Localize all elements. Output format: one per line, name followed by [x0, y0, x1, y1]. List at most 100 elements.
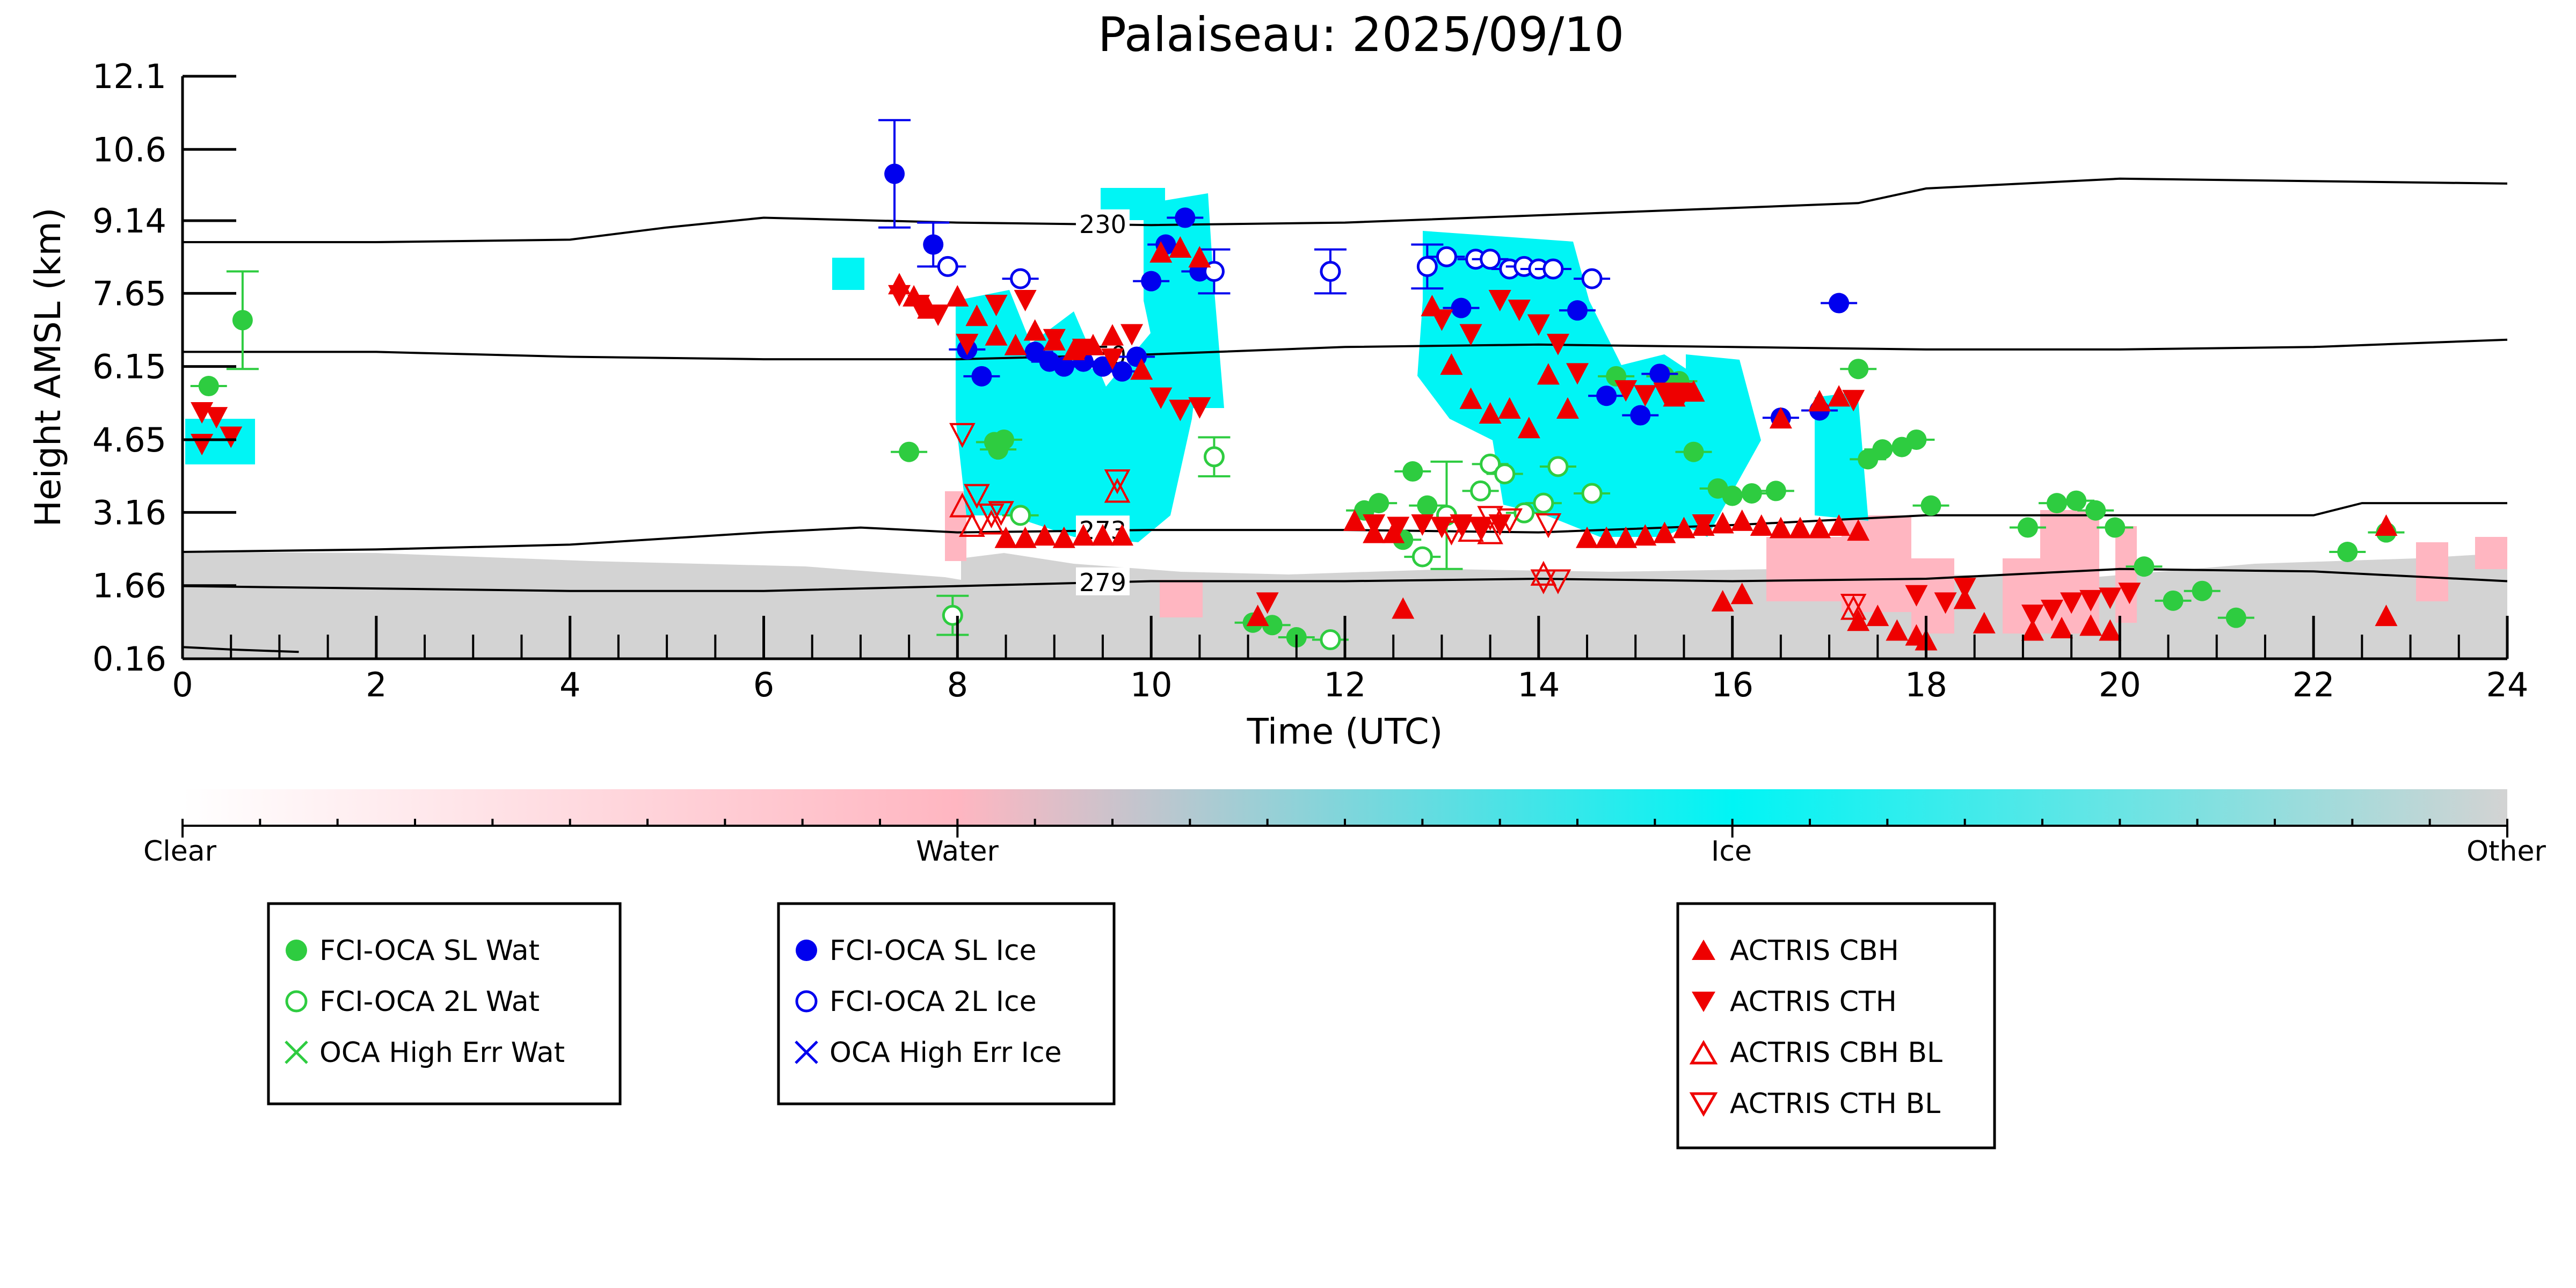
marker-actris-cth [1634, 385, 1657, 407]
legend-label: FCI-OCA 2L Wat [319, 986, 540, 1018]
marker-actris-cth [1169, 399, 1192, 421]
marker-fci-oca-sl-ice [1567, 300, 1588, 321]
marker-actris-cbh [1866, 605, 1889, 627]
chart-title: Palaiseau: 2025/09/10 [1098, 7, 1624, 62]
marker-actris-cbh [1091, 524, 1114, 546]
marker-actris-cth [2041, 600, 2064, 622]
marker-actris-cbh [1769, 516, 1792, 539]
marker-actris-cth [927, 304, 950, 326]
marker-actris-cth [205, 407, 228, 429]
marker-actris-cbh [1537, 363, 1560, 385]
marker-fci-oca-sl-wat [2047, 493, 2068, 514]
legend-marker-cth [1692, 992, 1715, 1012]
marker-fci-oca-sl-ice [1649, 363, 1670, 384]
marker-actris-cth-bl [1477, 506, 1503, 531]
marker-fci-oca-sl-wat [1402, 461, 1423, 482]
marker-fci-oca-sl-wat [2105, 517, 2126, 538]
legend-marker-high-err-wat [285, 1040, 308, 1064]
marker-fci-oca-2l-wat [1533, 492, 1554, 514]
marker-fci-oca-sl-ice [1112, 361, 1133, 382]
marker-actris-cbh [1847, 609, 1870, 631]
marker-actris-cbh-bl [1458, 516, 1484, 542]
marker-actris-cbh [1808, 516, 1831, 539]
y-ticks: 0.16 1.66 3.16 4.65 6.15 7.65 9.14 10.6 12.1 [92, 57, 236, 679]
contour-label: 279 [1079, 568, 1126, 597]
marker-fci-oca-2l-ice [1416, 256, 1438, 277]
colorbar-label-water: Water [916, 835, 999, 868]
marker-actris-cbh [946, 285, 969, 307]
marker-actris-cbh [1479, 402, 1502, 424]
marker-actris-cth [1256, 592, 1279, 614]
marker-actris-cbh [1246, 605, 1269, 627]
colorbar-label-clear: Clear [143, 835, 217, 868]
marker-actris-cbh [1130, 358, 1153, 380]
marker-actris-cbh [1595, 526, 1618, 548]
marker-actris-cbh-bl [949, 492, 976, 518]
marker-actris-cbh [994, 526, 1017, 548]
data-markers [190, 119, 2405, 651]
marker-actris-cth-bl [1104, 469, 1131, 494]
marker-fci-oca-2l-ice [1542, 258, 1564, 280]
marker-actris-cbh [1730, 509, 1753, 531]
legend-label: ACTRIS CTH BL [1730, 1088, 1940, 1120]
x-tick-label: 4 [559, 665, 580, 704]
marker-actris-cth [1692, 514, 1715, 536]
marker-actris-cth [2079, 590, 2102, 612]
marker-actris-cbh [1672, 516, 1695, 539]
legend-label: OCA High Err Wat [319, 1037, 565, 1069]
marker-fci-oca-2l-ice [1010, 268, 1031, 289]
marker-fci-oca-sl-wat [2225, 607, 2246, 628]
marker-actris-cbh-bl [1840, 595, 1867, 620]
marker-actris-cth [1527, 314, 1550, 336]
marker-fci-oca-sl-wat [1858, 449, 1879, 470]
marker-fci-oca-2l-wat [1513, 502, 1535, 523]
marker-fci-oca-sl-wat [2163, 590, 2184, 611]
marker-actris-cth [1653, 382, 1676, 404]
marker-actris-cth [1905, 585, 1928, 607]
x-tick-label: 2 [366, 665, 387, 704]
marker-actris-cbh [1459, 387, 1482, 409]
marker-fci-oca-2l-wat [1010, 505, 1031, 526]
marker-fci-oca-sl-wat [2085, 500, 2106, 521]
marker-actris-cth [1842, 390, 1865, 412]
colorbar-label-ice: Ice [1711, 835, 1752, 868]
marker-actris-cth-bl [1840, 593, 1867, 619]
marker-fci-oca-sl-ice [1630, 405, 1651, 426]
marker-fci-oca-2l-ice [1320, 260, 1341, 282]
marker-actris-cth [1953, 578, 1976, 600]
marker-actris-cth [1188, 397, 1211, 419]
marker-actris-cth-bl [1530, 569, 1557, 594]
x-tick-label: 0 [172, 665, 193, 704]
marker-actris-cbh [1440, 353, 1463, 375]
water-regions [945, 491, 2507, 634]
y-tick-label: 10.6 [92, 130, 166, 169]
marker-actris-cbh [1072, 524, 1095, 546]
marker-actris-cth [1120, 324, 1144, 346]
marker-actris-cth [1387, 516, 1410, 539]
marker-fci-oca-2l-wat [1411, 546, 1433, 567]
marker-actris-cbh [1886, 619, 1909, 641]
marker-actris-cth [2099, 587, 2122, 609]
marker-fci-oca-sl-wat [1848, 359, 1869, 380]
marker-fci-oca-sl-ice [1596, 385, 1617, 406]
marker-actris-cbh [1343, 509, 1366, 531]
x-tick-label: 10 [1130, 665, 1173, 704]
marker-actris-cbh [1750, 514, 1773, 536]
legend-frame [267, 902, 622, 1105]
y-tick-label: 1.66 [92, 566, 166, 606]
marker-actris-cbh [965, 304, 988, 326]
marker-actris-cbh-bl [959, 512, 985, 537]
marker-actris-cbh [1033, 524, 1056, 546]
marker-actris-cbh [1711, 590, 1734, 612]
marker-actris-cbh [1101, 324, 1124, 346]
legend-water: FCI-OCA SL Wat FCI-OCA 2L Wat OCA High E… [267, 902, 622, 1105]
marker-actris-cth-bl [1496, 508, 1523, 534]
marker-actris-cbh [1711, 512, 1734, 534]
marker-actris-cbh [1634, 524, 1657, 546]
marker-fci-oca-sl-ice [1175, 207, 1196, 228]
marker-actris-cbh [1769, 407, 1792, 429]
contour-label-bg [1075, 209, 1130, 238]
marker-fci-oca-sl-ice [1829, 293, 1850, 314]
colorbar-label-other: Other [2466, 835, 2546, 868]
marker-actris-cth [1566, 363, 1589, 385]
